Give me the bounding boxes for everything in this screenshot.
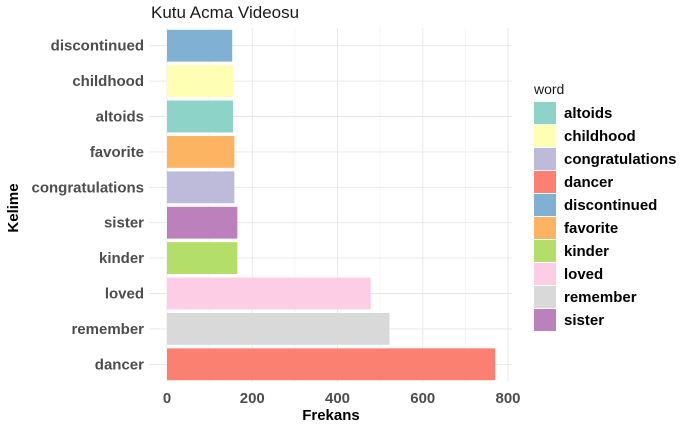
bar-discontinued [167,29,233,62]
legend-key-kinder [534,240,556,262]
bar-remember [167,312,390,345]
category-label-favorite: favorite [90,144,144,161]
category-labels: discontinued childhood altoids favorite cong… [31,38,144,374]
bar-congratulations [167,171,235,204]
category-label-altoids: altoids [96,109,144,126]
legend-label-kinder: kinder [564,243,609,260]
bar-dancer [167,348,496,381]
y-axis-title: Kelime [5,183,22,232]
chart-title: Kutu Acma Videosu [151,3,299,22]
legend-key-favorite [534,217,556,239]
legend-label-congratulations: congratulations [564,151,677,168]
x-tick-labels: 0 200 400 600 800 [163,390,521,407]
legend-key-sister [534,309,556,331]
category-label-sister: sister [104,215,144,232]
legend-key-loved [534,263,556,285]
category-label-loved: loved [105,286,144,303]
legend-key-congratulations [534,148,556,170]
x-tick-label: 0 [163,390,171,407]
category-label-remember: remember [71,321,144,338]
legend-label-sister: sister [564,312,604,329]
x-tick-label: 200 [240,390,265,407]
legend-key-childhood [534,125,556,147]
legend-label-remember: remember [564,289,637,306]
legend-label-childhood: childhood [564,128,636,145]
legend-key-altoids [534,102,556,124]
category-label-childhood: childhood [72,73,144,90]
legend-key-dancer [534,171,556,193]
bar-kinder [167,242,238,275]
x-tick-label: 600 [410,390,435,407]
legend-label-dancer: dancer [564,174,613,191]
category-label-discontinued: discontinued [51,38,144,55]
bar-childhood [167,65,234,98]
bar-loved [167,277,371,310]
legend-label-discontinued: discontinued [564,197,657,214]
legend-label-altoids: altoids [564,105,612,122]
bar-sister [167,206,238,239]
x-tick-label: 800 [495,390,520,407]
legend-key-remember [534,286,556,308]
category-label-dancer: dancer [95,356,144,373]
legend-label-loved: loved [564,266,603,283]
bars-group [167,29,496,381]
legend-title: word [533,81,564,97]
x-axis-title: Frekans [302,407,360,424]
legend: word altoids childhood congratulations danc… [533,81,677,331]
legend-key-discontinued [534,194,556,216]
category-label-congratulations: congratulations [31,179,144,196]
bar-altoids [167,100,234,133]
legend-label-favorite: favorite [564,220,618,237]
category-label-kinder: kinder [99,250,144,267]
x-tick-label: 400 [325,390,350,407]
bar-favorite [167,135,235,168]
